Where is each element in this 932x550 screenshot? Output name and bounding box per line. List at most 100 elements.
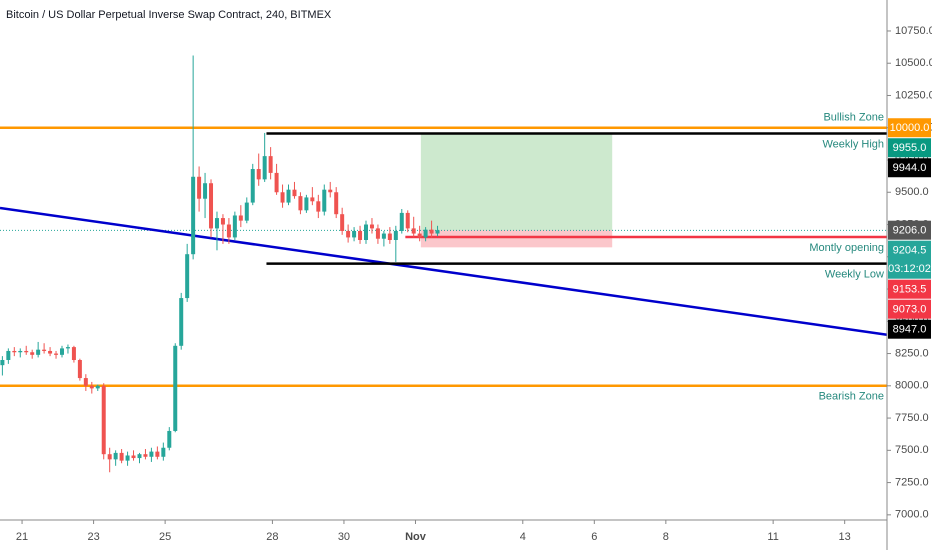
candle-body <box>185 254 190 299</box>
candle-body <box>322 189 327 212</box>
time-axis <box>0 520 887 550</box>
candle-body <box>387 233 392 240</box>
y-tick-label: 10250.0 <box>895 89 932 101</box>
candle-body <box>328 189 333 193</box>
candle-body <box>286 189 291 203</box>
price-tag-label: 9204.5 <box>893 245 927 257</box>
level-label: Weekly Low <box>825 269 884 281</box>
y-tick-label: 9500.0 <box>895 186 929 198</box>
candle-body <box>42 349 47 351</box>
candle-body <box>256 169 261 180</box>
candle-body <box>220 218 225 225</box>
candle-body <box>405 212 410 229</box>
candle-body <box>107 454 112 460</box>
price-tag <box>888 118 931 138</box>
price-tag-label: 9206.0 <box>893 225 927 237</box>
candle-body <box>340 214 345 231</box>
candle-body <box>30 352 35 355</box>
candle-body <box>54 353 59 355</box>
candle-body <box>173 345 178 431</box>
x-tick-label: 30 <box>338 531 350 543</box>
x-tick-label: 6 <box>591 531 597 543</box>
axes: 7000.07250.07500.07750.08000.08250.08500… <box>16 25 932 543</box>
candle-body <box>18 350 23 353</box>
candle-body <box>369 224 374 229</box>
candle-body <box>316 201 321 212</box>
candle-body <box>346 230 351 238</box>
candle-body <box>417 233 422 238</box>
candle-body <box>262 156 267 180</box>
y-tick-label: 7000.0 <box>895 509 929 521</box>
candle-body <box>179 298 184 346</box>
candle-body <box>280 192 285 203</box>
candle-body <box>214 218 219 229</box>
candle-body <box>24 350 29 353</box>
candle-body <box>358 230 363 240</box>
candle-body <box>411 228 416 234</box>
candle-body <box>423 229 428 238</box>
candle-body <box>89 385 94 389</box>
candle-body <box>161 447 166 457</box>
price-tag-label: 9153.5 <box>893 284 927 296</box>
candle-body <box>399 212 404 231</box>
candle-body <box>101 385 106 455</box>
candle-body <box>244 202 249 221</box>
candle-body <box>352 230 357 238</box>
candle-body <box>238 215 243 221</box>
x-tick-label: 11 <box>767 531 778 543</box>
candle-body <box>125 455 130 461</box>
candle-body <box>167 430 172 448</box>
stop-zone <box>420 230 613 248</box>
candle-body <box>155 451 160 457</box>
candle-body <box>429 229 434 234</box>
candle-body <box>435 230 440 234</box>
candle-body <box>197 176 202 199</box>
level-label: Bullish Zone <box>823 112 884 124</box>
candle-body <box>292 189 297 197</box>
x-tick-label: 28 <box>266 531 278 543</box>
price-tag <box>888 220 931 240</box>
candle-body <box>381 233 386 239</box>
y-tick-label: 8250.0 <box>895 347 929 359</box>
x-tick-label: 23 <box>87 531 99 543</box>
price-tag <box>888 138 931 158</box>
candle-body <box>310 197 315 202</box>
candle-body <box>274 172 279 193</box>
price-tag <box>888 240 931 279</box>
candle-body <box>95 385 100 389</box>
countdown-label: 03:12:02 <box>888 263 931 275</box>
price-tag-label: 8947.0 <box>893 324 927 336</box>
x-tick-label: 4 <box>520 531 526 543</box>
plot-area: Bullish Zone Weekly High Montly opening Wee… <box>0 55 888 473</box>
candle-body <box>59 348 64 355</box>
price-tag <box>888 279 931 299</box>
price-tag-label: 9944.0 <box>893 162 927 174</box>
candle-body <box>12 350 17 353</box>
candle-body <box>149 451 154 457</box>
candle-body <box>113 452 118 460</box>
price-tag <box>888 299 931 319</box>
candle-body <box>0 360 5 366</box>
candle-body <box>375 228 380 239</box>
price-tag-label: 9955.0 <box>893 142 927 154</box>
candle-body <box>143 454 148 457</box>
x-tick-label: 13 <box>839 531 851 543</box>
candle-body <box>48 350 53 354</box>
candle-body <box>226 224 231 238</box>
candle-body <box>83 378 88 386</box>
x-tick-label: 21 <box>16 531 28 543</box>
x-tick-label: 25 <box>159 531 171 543</box>
candle-body <box>6 350 11 360</box>
candle-body <box>137 454 142 459</box>
level-label: Bearish Zone <box>819 391 884 403</box>
y-tick-label: 7750.0 <box>895 412 929 424</box>
trendline <box>0 206 888 336</box>
y-tick-label: 10500.0 <box>895 57 932 69</box>
y-tick-label: 8000.0 <box>895 380 929 392</box>
candle-body <box>36 349 41 355</box>
price-tag <box>888 319 931 339</box>
candle-body <box>298 196 303 211</box>
candle-body <box>250 169 255 203</box>
candle-body <box>191 176 196 255</box>
